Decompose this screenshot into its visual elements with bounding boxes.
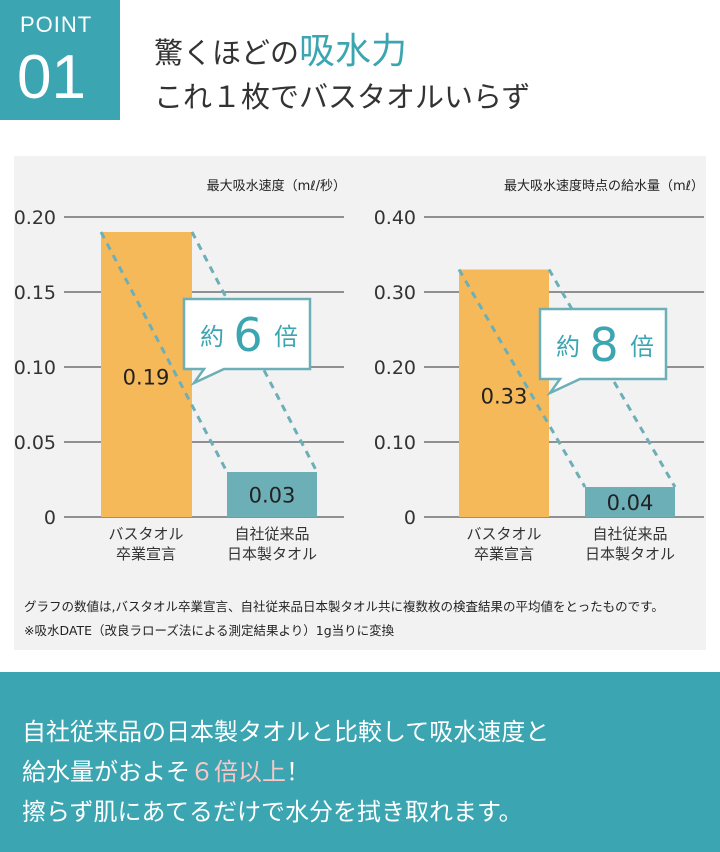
callout-box — [182, 297, 312, 387]
bar-secondary — [585, 487, 675, 517]
y-tick-label: 0.10 — [374, 432, 416, 454]
banner-highlight: ６倍以上 — [190, 758, 286, 786]
banner-line-2-prefix: 給水量がおよそ — [22, 758, 190, 786]
y-tick-label: 0.20 — [14, 207, 56, 229]
y-tick-label: 0.30 — [374, 282, 416, 304]
summary-banner: 自社従来品の日本製タオルと比較して吸水速度と 給水量がおよそ６倍以上！ 擦らず肌… — [0, 672, 720, 852]
data-label: 0.33 — [481, 384, 528, 408]
chart-panel: 最大吸水速度（mℓ/秒） 0 0.05 0.10 0.15 0.20 バスタオル卒業宣言 自社… — [14, 156, 706, 650]
y-tick-label: 0.40 — [374, 207, 416, 229]
dashed-connector — [457, 268, 587, 488]
chart-title: 最大吸水速度時点の給水量（mℓ） — [504, 178, 704, 194]
headline-line-1: 驚くほどの吸水力 — [154, 30, 530, 75]
dashed-connector — [99, 231, 229, 473]
y-tick-label: 0.20 — [374, 357, 416, 379]
y-tick-label: 0 — [404, 507, 416, 529]
category-label: バスタオル — [466, 525, 541, 543]
headline-accent: 吸水力 — [299, 31, 408, 72]
y-tick-label: 0.10 — [14, 357, 56, 379]
category-label: 自社従来品 — [592, 525, 667, 543]
callout-suffix: 倍 — [630, 333, 654, 361]
dashed-connector — [547, 268, 677, 488]
category-label: 自社従来品 — [234, 525, 309, 543]
category-label: バスタオル — [108, 525, 183, 543]
headline-line-2: これ１枚でバスタオルいらず — [154, 80, 531, 114]
data-label: 0.19 — [123, 366, 170, 390]
callout-suffix: 倍 — [274, 323, 298, 351]
chart-title: 最大吸水速度（mℓ/秒） — [207, 178, 346, 194]
banner-line-2: 給水量がおよそ６倍以上！ — [22, 752, 310, 787]
y-tick-label: 0.15 — [14, 282, 56, 304]
callout-number: 8 — [589, 318, 618, 372]
headline-prefix: 驚くほどの — [154, 36, 300, 70]
callout-number: 6 — [233, 308, 262, 362]
footnote-2: ※吸水DATE（改良ラローズ法による測定結果より）1g当りに変換 — [24, 623, 395, 638]
category-label: 卒業宣言 — [116, 545, 176, 563]
y-tick-label: 0 — [44, 507, 56, 529]
callout-prefix: 約 — [556, 333, 580, 361]
banner-line-1: 自社従来品の日本製タオルと比較して吸水速度と — [22, 718, 550, 746]
footnote-1: グラフの数値は,バスタオル卒業宣言、自社従来品日本製タオル共に複数枚の検査結果の… — [24, 599, 664, 614]
banner-line-2-suffix: ！ — [286, 758, 310, 786]
headline: 驚くほどの吸水力 これ１枚でバスタオルいらず — [154, 30, 530, 119]
point-badge: POINT 01 — [0, 0, 120, 120]
category-label: 日本製タオル — [585, 545, 675, 563]
point-label: POINT — [20, 12, 93, 37]
data-label: 0.04 — [607, 491, 654, 515]
banner-line-3: 擦らず肌にあてるだけで水分を拭き取れます。 — [22, 798, 523, 826]
data-label: 0.03 — [249, 484, 296, 508]
bar-primary — [459, 269, 549, 517]
charts-svg: 最大吸水速度（mℓ/秒） 0 0.05 0.10 0.15 0.20 バスタオル卒業宣言 自社… — [14, 178, 704, 563]
callout-prefix: 約 — [200, 323, 224, 351]
point-number: 01 — [17, 43, 86, 112]
y-tick-label: 0.05 — [14, 432, 56, 454]
bar-secondary — [227, 472, 317, 517]
category-label: 卒業宣言 — [474, 545, 534, 563]
category-label: 日本製タオル — [227, 545, 317, 563]
callout-box — [538, 307, 668, 397]
